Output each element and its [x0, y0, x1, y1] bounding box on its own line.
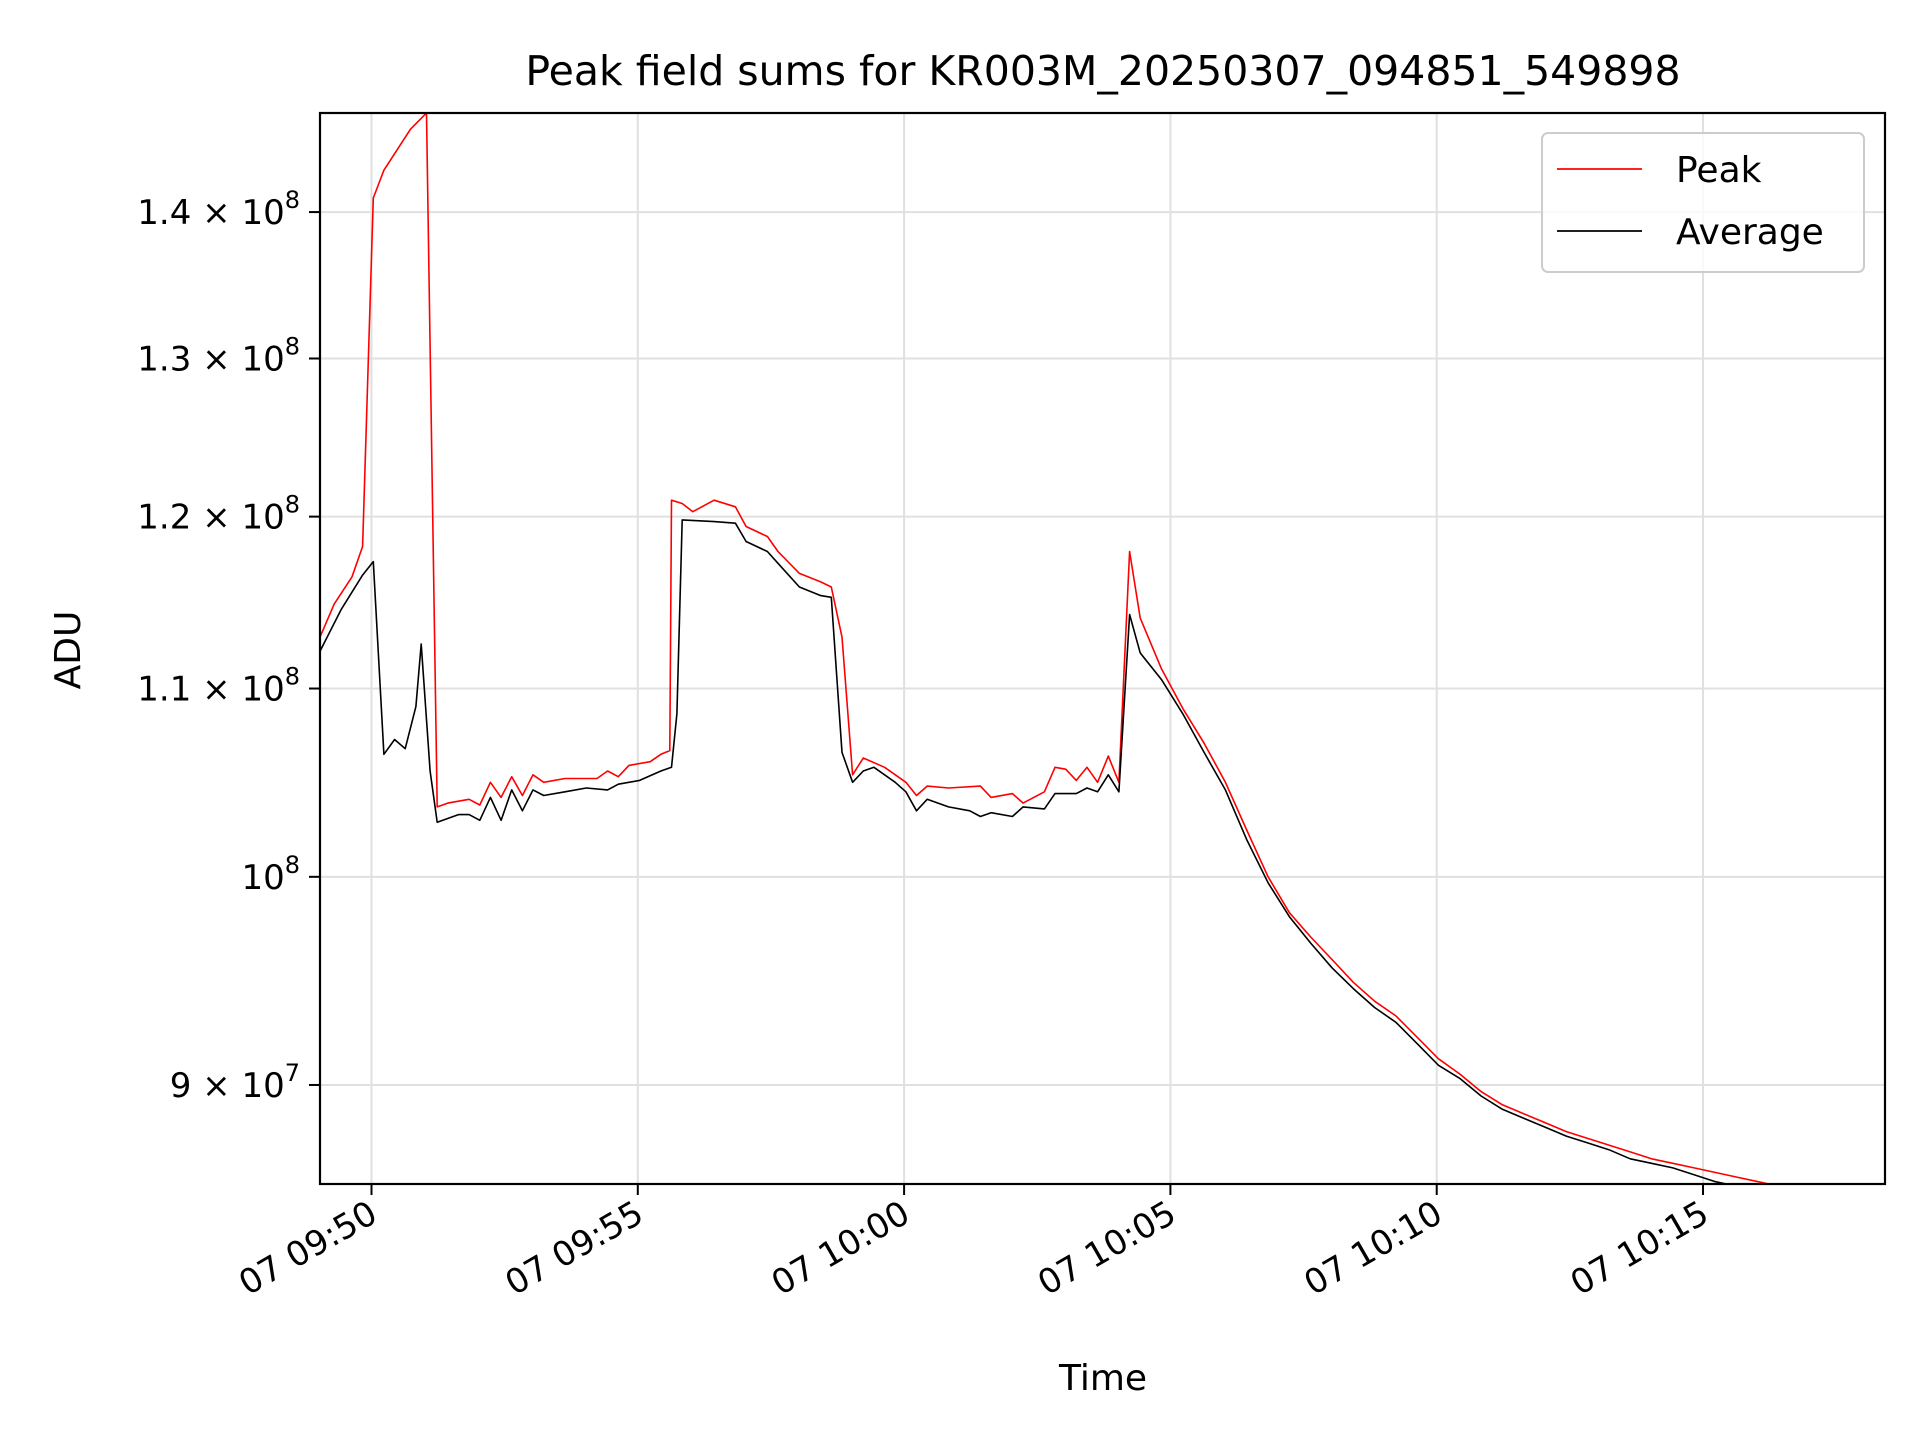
y-tick-label: 1.2 × 108	[137, 491, 300, 538]
legend-peak-label: Peak	[1676, 150, 1762, 191]
y-tick-label: 108	[241, 851, 300, 898]
series-line-peak	[320, 113, 1773, 1184]
y-tick-label: 1.4 × 108	[137, 186, 300, 233]
y-tick-label: 9 × 107	[170, 1059, 300, 1106]
grid	[320, 113, 1885, 1184]
x-axis-label: Time	[1058, 1358, 1147, 1399]
chart-title: Peak field sums for KR003M_20250307_0948…	[525, 47, 1680, 95]
y-axis: 9 × 107 108 1.1 × 108 1.2 × 108 1.3 × 108 1.4…	[137, 186, 320, 1106]
legend-box	[1541, 132, 1865, 273]
legend-average-label: Average	[1676, 212, 1824, 253]
series-line-average	[320, 519, 1730, 1184]
y-axis-label: ADU	[48, 611, 89, 690]
legend: Peak Average	[1541, 132, 1865, 273]
y-tick-label: 1.1 × 108	[137, 663, 300, 710]
series-layer	[320, 113, 1773, 1184]
y-tick-label: 1.3 × 108	[137, 332, 300, 379]
plot-frame	[318, 111, 1887, 1186]
